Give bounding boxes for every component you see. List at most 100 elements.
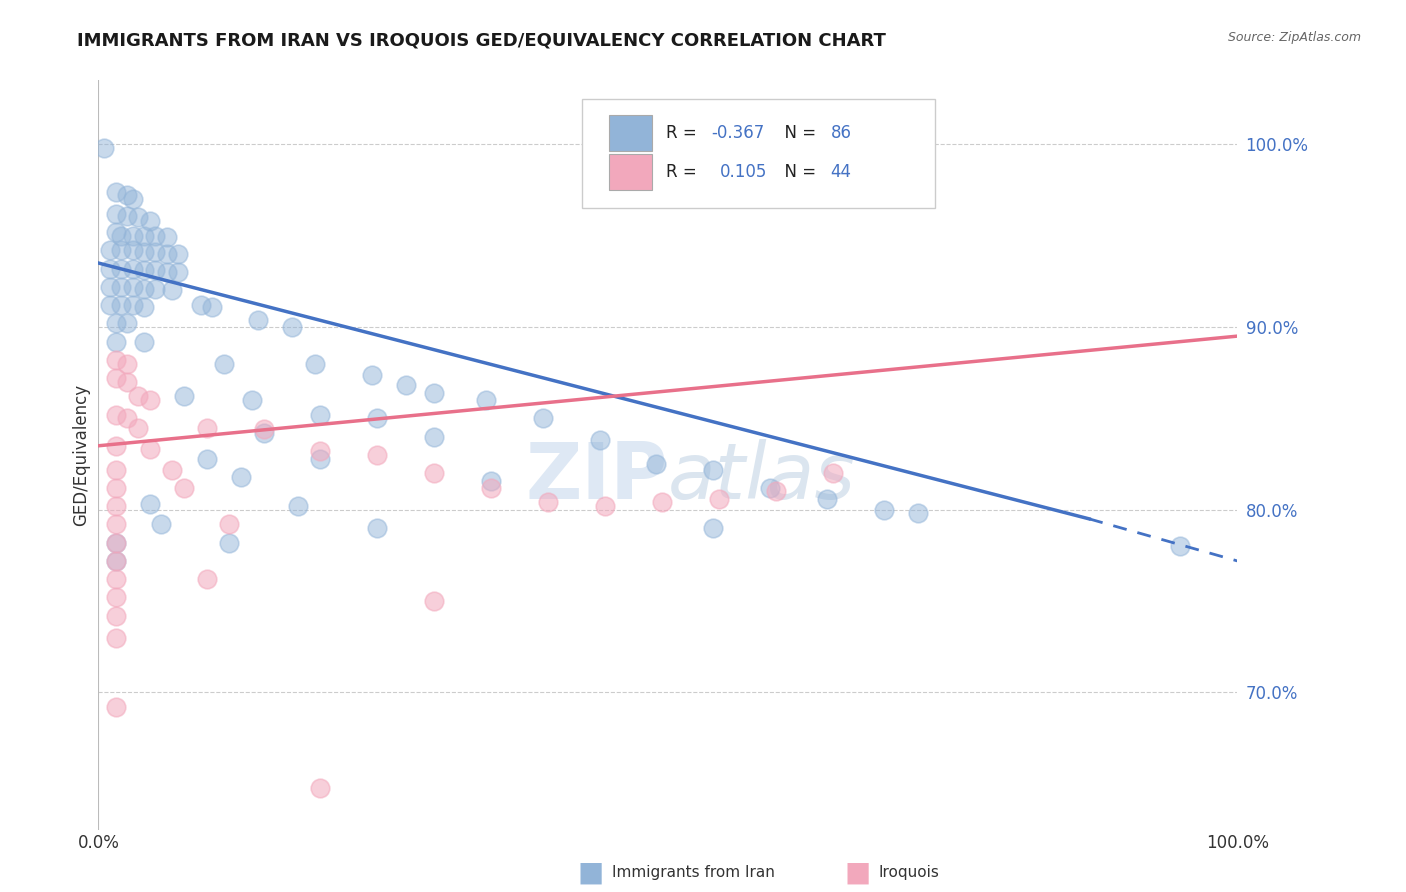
Text: ■: ■ <box>845 858 870 887</box>
Point <box>93 141 115 155</box>
Point <box>531 411 554 425</box>
Point <box>309 780 332 795</box>
Point <box>110 244 132 258</box>
Point <box>309 444 332 458</box>
Point <box>281 320 304 334</box>
Point <box>588 434 610 448</box>
Point <box>104 631 127 645</box>
Point <box>115 188 138 202</box>
Point <box>651 495 673 509</box>
Point <box>423 385 446 400</box>
Point <box>304 357 326 371</box>
Point <box>167 247 190 261</box>
Point <box>145 245 167 260</box>
Point <box>873 502 896 516</box>
Point <box>162 462 184 476</box>
Point <box>759 481 782 495</box>
Point <box>195 451 218 466</box>
Text: 44: 44 <box>831 163 852 181</box>
Point <box>138 214 160 228</box>
Point <box>479 481 502 495</box>
Text: atlas: atlas <box>668 440 856 516</box>
Point <box>104 462 127 476</box>
Point <box>115 209 138 223</box>
Point <box>246 312 269 326</box>
Text: Source: ZipAtlas.com: Source: ZipAtlas.com <box>1227 31 1361 45</box>
Point <box>127 389 149 403</box>
Text: IMMIGRANTS FROM IRAN VS IROQUOIS GED/EQUIVALENCY CORRELATION CHART: IMMIGRANTS FROM IRAN VS IROQUOIS GED/EQU… <box>77 31 886 49</box>
Point <box>115 316 138 330</box>
Point <box>195 420 218 434</box>
Point <box>121 228 143 243</box>
Point <box>366 411 388 425</box>
Point <box>115 411 138 425</box>
Point <box>104 554 127 568</box>
Y-axis label: GED/Equivalency: GED/Equivalency <box>72 384 90 526</box>
Point <box>212 357 235 371</box>
Point <box>150 517 173 532</box>
Point <box>104 352 127 367</box>
Point <box>190 298 212 312</box>
Point <box>98 298 121 312</box>
Point <box>104 225 127 239</box>
Text: 86: 86 <box>831 124 852 142</box>
Point <box>104 207 127 221</box>
FancyBboxPatch shape <box>609 115 652 151</box>
Point <box>360 368 382 382</box>
Point <box>156 230 179 244</box>
Point <box>104 499 127 513</box>
Text: ZIP: ZIP <box>526 440 668 516</box>
Point <box>201 300 224 314</box>
Point <box>479 474 502 488</box>
Point <box>309 451 332 466</box>
Point <box>366 521 388 535</box>
Point <box>702 462 724 476</box>
Point <box>121 261 143 276</box>
Point <box>537 495 560 509</box>
Point <box>252 422 274 436</box>
Point <box>127 211 149 225</box>
Point <box>104 591 127 605</box>
Point <box>115 375 138 389</box>
Point <box>132 263 155 277</box>
Point <box>240 393 263 408</box>
Point <box>138 393 160 408</box>
Point <box>907 507 929 521</box>
Point <box>821 466 844 480</box>
Point <box>104 371 127 385</box>
Point <box>309 408 332 422</box>
Text: Iroquois: Iroquois <box>879 865 939 880</box>
Point <box>104 185 127 199</box>
Text: -0.367: -0.367 <box>711 124 765 142</box>
Point <box>229 470 252 484</box>
Point <box>218 517 240 532</box>
Point <box>115 357 138 371</box>
Point <box>145 282 167 296</box>
Point <box>104 554 127 568</box>
Text: N =: N = <box>773 124 821 142</box>
Point <box>1170 539 1192 553</box>
Point <box>156 265 179 279</box>
Point <box>104 608 127 623</box>
Point <box>110 298 132 312</box>
Point <box>707 491 730 506</box>
Point <box>104 700 127 714</box>
Point <box>423 594 446 608</box>
Point <box>98 244 121 258</box>
Point <box>104 481 127 495</box>
Point <box>593 499 616 513</box>
Point <box>423 466 446 480</box>
Point <box>395 378 418 392</box>
Point <box>121 244 143 258</box>
Point <box>110 261 132 276</box>
Point <box>702 521 724 535</box>
Point <box>167 265 190 279</box>
Point <box>104 439 127 453</box>
Point <box>104 517 127 532</box>
Point <box>110 228 132 243</box>
Point <box>104 334 127 349</box>
Point <box>132 282 155 296</box>
Point <box>765 484 787 499</box>
Point <box>162 284 184 298</box>
Point <box>252 425 274 440</box>
